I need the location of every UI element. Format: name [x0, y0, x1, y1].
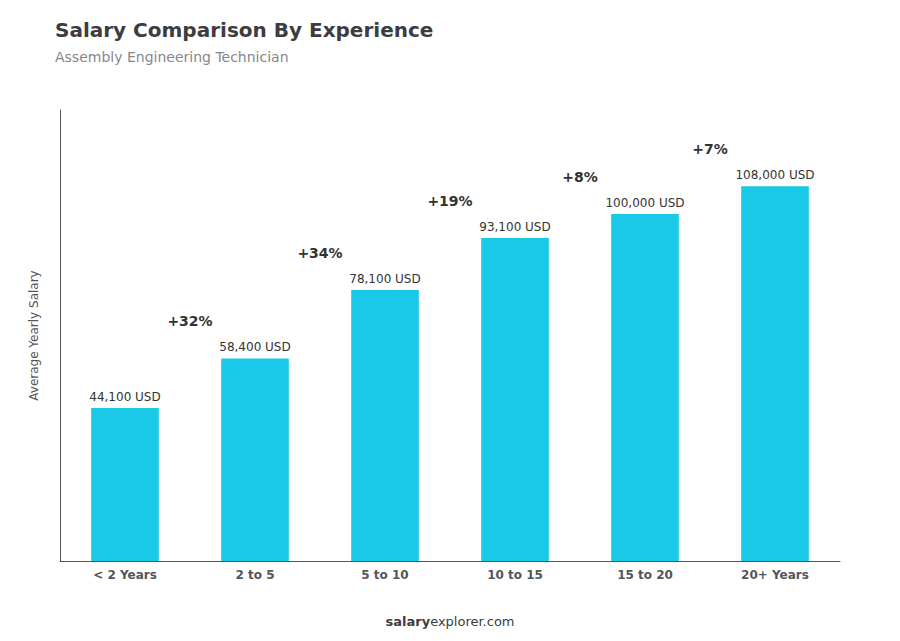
svg-text:+32%: +32%	[167, 313, 212, 329]
svg-text:20+ Years: 20+ Years	[741, 568, 809, 582]
svg-text:2 to 5: 2 to 5	[235, 568, 274, 582]
svg-text:58,400 USD: 58,400 USD	[219, 340, 290, 354]
svg-text:+34%: +34%	[297, 245, 342, 261]
svg-text:explorer.com: explorer.com	[430, 614, 514, 629]
svg-text:78,100 USD: 78,100 USD	[349, 272, 420, 286]
svg-text:108,000 USD: 108,000 USD	[735, 168, 814, 182]
svg-text:+19%: +19%	[427, 193, 472, 209]
svg-text:< 2 Years: < 2 Years	[93, 568, 157, 582]
svg-text:10 to 15: 10 to 15	[487, 568, 543, 582]
svg-text:salary: salary	[385, 614, 430, 629]
svg-text:+8%: +8%	[562, 169, 598, 185]
svg-text:100,000 USD: 100,000 USD	[605, 196, 684, 210]
svg-text:93,100 USD: 93,100 USD	[479, 220, 550, 234]
svg-text:Salary Comparison By Experienc: Salary Comparison By Experience	[55, 18, 433, 42]
svg-text:5 to 10: 5 to 10	[361, 568, 408, 582]
svg-text:44,100 USD: 44,100 USD	[89, 390, 160, 404]
svg-text:Average Yearly Salary: Average Yearly Salary	[27, 270, 41, 400]
svg-text:15 to 20: 15 to 20	[617, 568, 673, 582]
svg-text:+7%: +7%	[692, 141, 728, 157]
svg-text:Assembly Engineering Technicia: Assembly Engineering Technician	[55, 49, 289, 65]
